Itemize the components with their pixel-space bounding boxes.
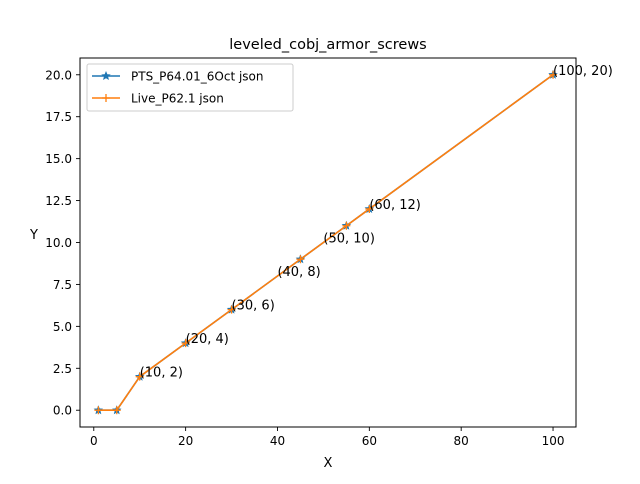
x-tick-label: 100: [542, 434, 565, 448]
y-tick-label: 10.0: [45, 236, 72, 250]
data-point: [112, 406, 121, 415]
legend-entry: PTS_P64.01_6Oct json: [92, 70, 264, 84]
y-tick-label: 5.0: [53, 320, 72, 334]
legend-marker: [102, 94, 110, 102]
x-tick-label: 40: [270, 434, 285, 448]
x-axis-label: X: [324, 456, 333, 471]
legend-entry: Live_P62.1 json: [92, 92, 224, 106]
data-point: [94, 406, 103, 415]
y-tick-label: 17.5: [45, 110, 72, 124]
data-point: [549, 70, 558, 79]
legend-label: PTS_P64.01_6Oct json: [131, 70, 264, 84]
plot-frame: [79, 57, 577, 428]
x-tick-label: 60: [362, 434, 377, 448]
legend-box: [86, 63, 294, 112]
x-tick-label: 0: [90, 434, 98, 448]
point-annotation: (60, 12): [369, 198, 421, 213]
data-point: [181, 339, 190, 348]
y-axis-ticks: 0.0 2.5 5.0 7.5 10.0 12.5 15.0 17.5 20.0: [45, 68, 80, 418]
y-tick-label: 12.5: [45, 194, 72, 208]
y-tick-label: 7.5: [53, 278, 72, 292]
x-tick-label: 20: [178, 434, 193, 448]
y-tick-label: 0.0: [53, 404, 72, 418]
point-annotation: (10, 2): [140, 366, 183, 381]
series-layer: [93, 69, 558, 415]
plot-area: [80, 58, 576, 427]
point-annotation: (50, 10): [323, 232, 375, 247]
x-axis-ticks: 0 20 40 60 80 100: [90, 427, 565, 448]
annotation-layer: (10, 2) (20, 4) (30, 6) (40, 8) (50, 10) (60,…: [140, 64, 613, 381]
point-annotation: (30, 6): [232, 299, 275, 314]
data-point: [365, 204, 374, 213]
data-point: [342, 221, 351, 230]
legend-label: Live_P62.1 json: [131, 92, 224, 106]
chart-title: leveled_cobj_armor_screws: [229, 37, 427, 53]
point-annotation: (20, 4): [186, 332, 229, 347]
data-point: [296, 255, 305, 264]
y-tick-label: 2.5: [53, 362, 72, 376]
x-tick-label: 80: [454, 434, 469, 448]
y-tick-label: 15.0: [45, 152, 72, 166]
y-axis-label: Y: [29, 228, 38, 243]
y-tick-label: 20.0: [45, 68, 72, 82]
point-annotation: (100, 20): [553, 64, 613, 79]
series-2: [94, 70, 558, 415]
data-point: [227, 305, 236, 314]
data-point: [135, 372, 144, 381]
point-annotation: (40, 8): [277, 265, 320, 280]
legend-marker: [101, 71, 111, 81]
legend: PTS_P64.01_6Oct json Live_P62.1 json: [86, 63, 294, 112]
